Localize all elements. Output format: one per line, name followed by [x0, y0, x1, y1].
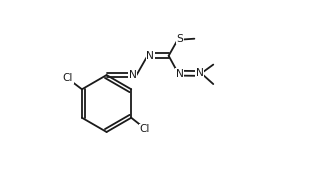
Text: N: N: [176, 69, 184, 79]
Text: N: N: [196, 68, 204, 78]
Text: S: S: [177, 34, 184, 44]
Text: Cl: Cl: [63, 73, 73, 83]
Text: N: N: [146, 51, 154, 61]
Text: N: N: [129, 70, 137, 80]
Text: Cl: Cl: [139, 124, 150, 134]
